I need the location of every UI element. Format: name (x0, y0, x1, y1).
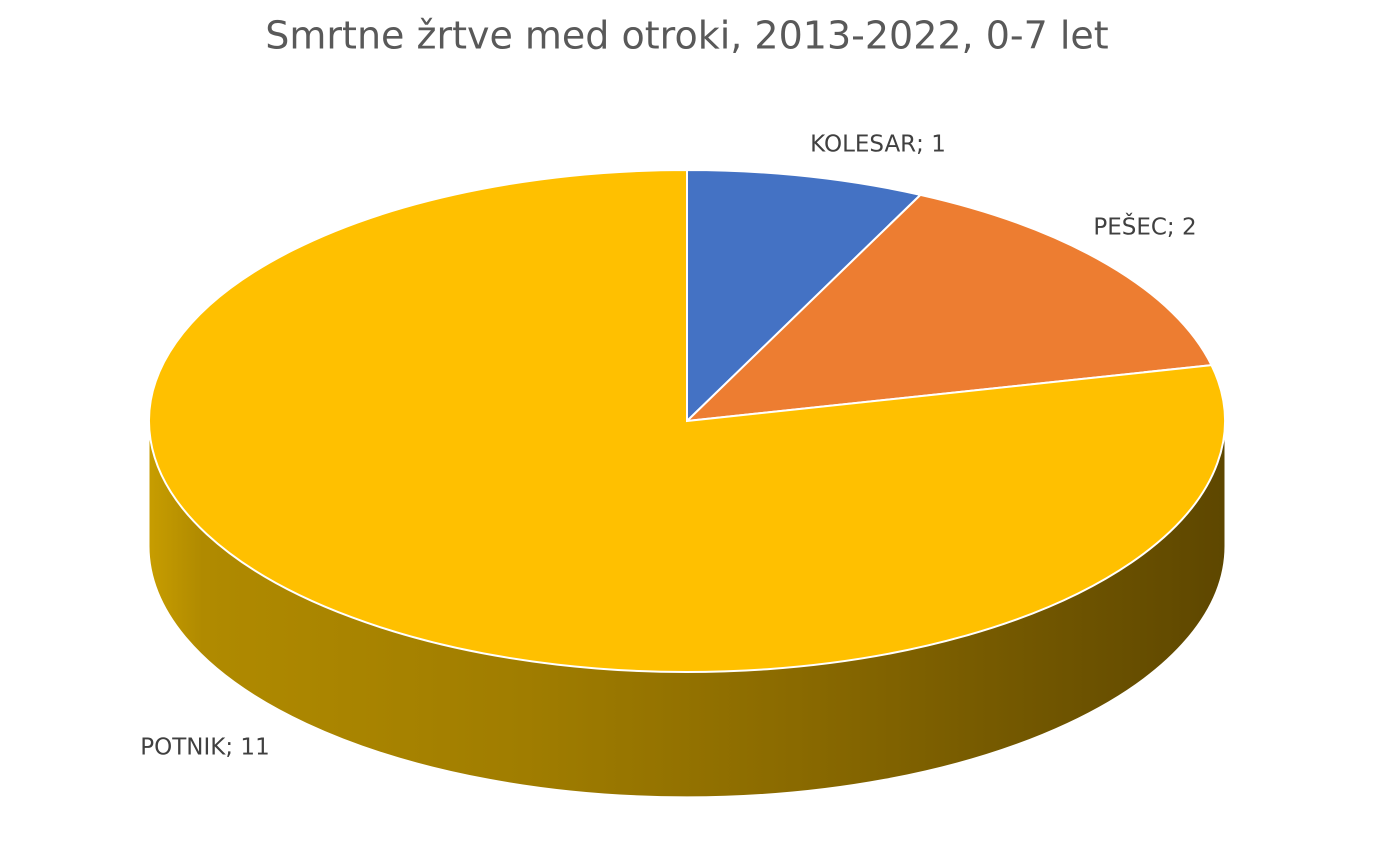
data-label: PEŠEC; 2 (1093, 213, 1196, 241)
chart-title: Smrtne žrtve med otroki, 2013-2022, 0-7 … (265, 14, 1108, 58)
slice (684, 193, 1214, 423)
slice (148, 168, 1226, 673)
slice (686, 168, 923, 424)
data-label: KOLESAR; 1 (810, 132, 946, 158)
data-label: POTNIK; 11 (140, 735, 269, 761)
